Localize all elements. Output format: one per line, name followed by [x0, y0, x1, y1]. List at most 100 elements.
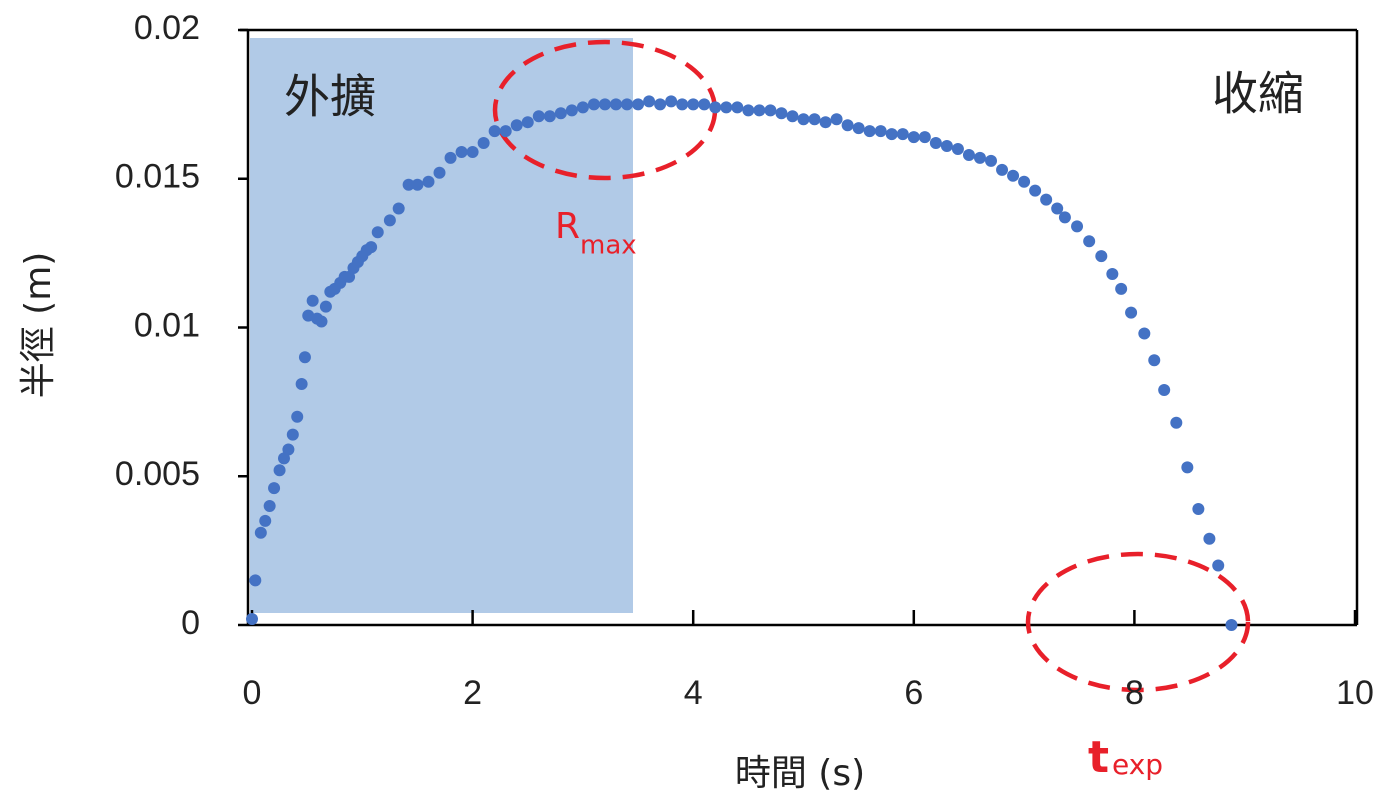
data-point: [808, 113, 821, 126]
y-tick-label: 0: [181, 604, 200, 642]
y-axis-label: 半徑 (m): [18, 252, 59, 399]
data-point: [392, 202, 405, 215]
x-tick-label: 0: [243, 674, 262, 712]
data-point: [742, 104, 755, 117]
data-point: [1125, 306, 1138, 319]
data-point: [371, 226, 384, 239]
data-point: [962, 148, 975, 161]
data-point: [830, 113, 843, 126]
data-point: [731, 101, 744, 114]
data-point: [1007, 169, 1020, 182]
data-point: [587, 98, 600, 111]
data-point: [499, 125, 512, 138]
data-point: [764, 104, 777, 117]
data-point: [665, 95, 678, 108]
data-point: [565, 104, 578, 117]
data-point: [319, 300, 332, 313]
data-point: [1095, 250, 1108, 263]
data-point: [863, 125, 876, 138]
texp-label: t: [1088, 732, 1109, 783]
data-point: [477, 137, 490, 150]
y-tick-label: 0.015: [115, 158, 200, 196]
data-point: [996, 163, 1009, 176]
data-point: [819, 116, 832, 129]
data-point: [268, 482, 281, 495]
data-point: [246, 613, 258, 626]
x-tick-label: 4: [684, 674, 703, 712]
contract-label: 收縮: [1212, 67, 1304, 121]
y-tick-label: 0.01: [134, 306, 200, 344]
data-point: [1148, 354, 1161, 367]
data-point: [277, 452, 290, 465]
data-point: [422, 175, 435, 188]
data-point: [786, 110, 799, 123]
data-point: [874, 125, 887, 138]
data-point: [1203, 532, 1216, 545]
data-point: [896, 128, 909, 141]
data-point: [985, 154, 998, 167]
data-point: [576, 101, 589, 114]
data-point: [1051, 202, 1064, 215]
data-point: [365, 241, 378, 254]
data-point: [973, 151, 986, 164]
y-tick-label: 0.005: [115, 455, 200, 493]
data-point: [598, 98, 611, 111]
data-point: [291, 410, 304, 423]
data-point: [676, 98, 689, 111]
data-point: [907, 131, 920, 144]
data-point: [254, 526, 267, 539]
data-point: [263, 500, 276, 512]
data-point: [654, 98, 667, 111]
data-point: [286, 428, 299, 441]
data-point: [259, 514, 272, 527]
data-point: [720, 101, 733, 114]
data-point: [885, 128, 898, 141]
data-point: [1138, 327, 1151, 340]
data-point: [632, 98, 645, 111]
data-point: [951, 143, 964, 155]
data-point: [775, 107, 788, 120]
data-point: [1170, 416, 1183, 429]
data-point: [532, 110, 545, 123]
data-point: [1181, 461, 1194, 474]
data-point: [841, 119, 854, 132]
data-point: [797, 113, 810, 126]
data-point: [709, 101, 722, 114]
x-tick-label: 2: [463, 674, 482, 712]
data-point: [554, 107, 567, 120]
data-point: [306, 294, 319, 307]
data-point: [402, 178, 415, 191]
data-point: [282, 443, 295, 456]
data-point: [1040, 193, 1053, 206]
data-point: [852, 122, 865, 135]
data-point: [609, 98, 622, 111]
data-point: [1018, 175, 1031, 188]
expansion-region: [250, 38, 633, 613]
data-point: [521, 116, 534, 129]
data-point: [510, 119, 523, 132]
data-point: [1029, 184, 1042, 197]
texp-circle: [1025, 551, 1251, 693]
x-tick-label: 8: [1125, 674, 1144, 712]
x-axis-label: 時間 (s): [735, 753, 865, 794]
data-point: [753, 104, 766, 117]
data-point: [444, 151, 457, 164]
data-point: [315, 315, 328, 328]
data-point: [411, 178, 424, 191]
rmax-sub: max: [580, 231, 637, 261]
data-point: [621, 98, 634, 111]
data-point: [1071, 220, 1084, 233]
data-point: [918, 131, 931, 144]
data-point: [687, 98, 700, 111]
data-point: [249, 574, 262, 587]
texp-sub: exp: [1112, 748, 1163, 781]
x-tick-label: 6: [904, 674, 923, 712]
rmax-label: R: [555, 206, 580, 247]
expand-label: 外擴: [284, 70, 376, 124]
data-point: [929, 137, 942, 150]
data-point: [940, 140, 953, 153]
y-tick-label: 0.02: [134, 9, 200, 47]
data-point: [1083, 235, 1096, 248]
data-point: [543, 110, 556, 123]
